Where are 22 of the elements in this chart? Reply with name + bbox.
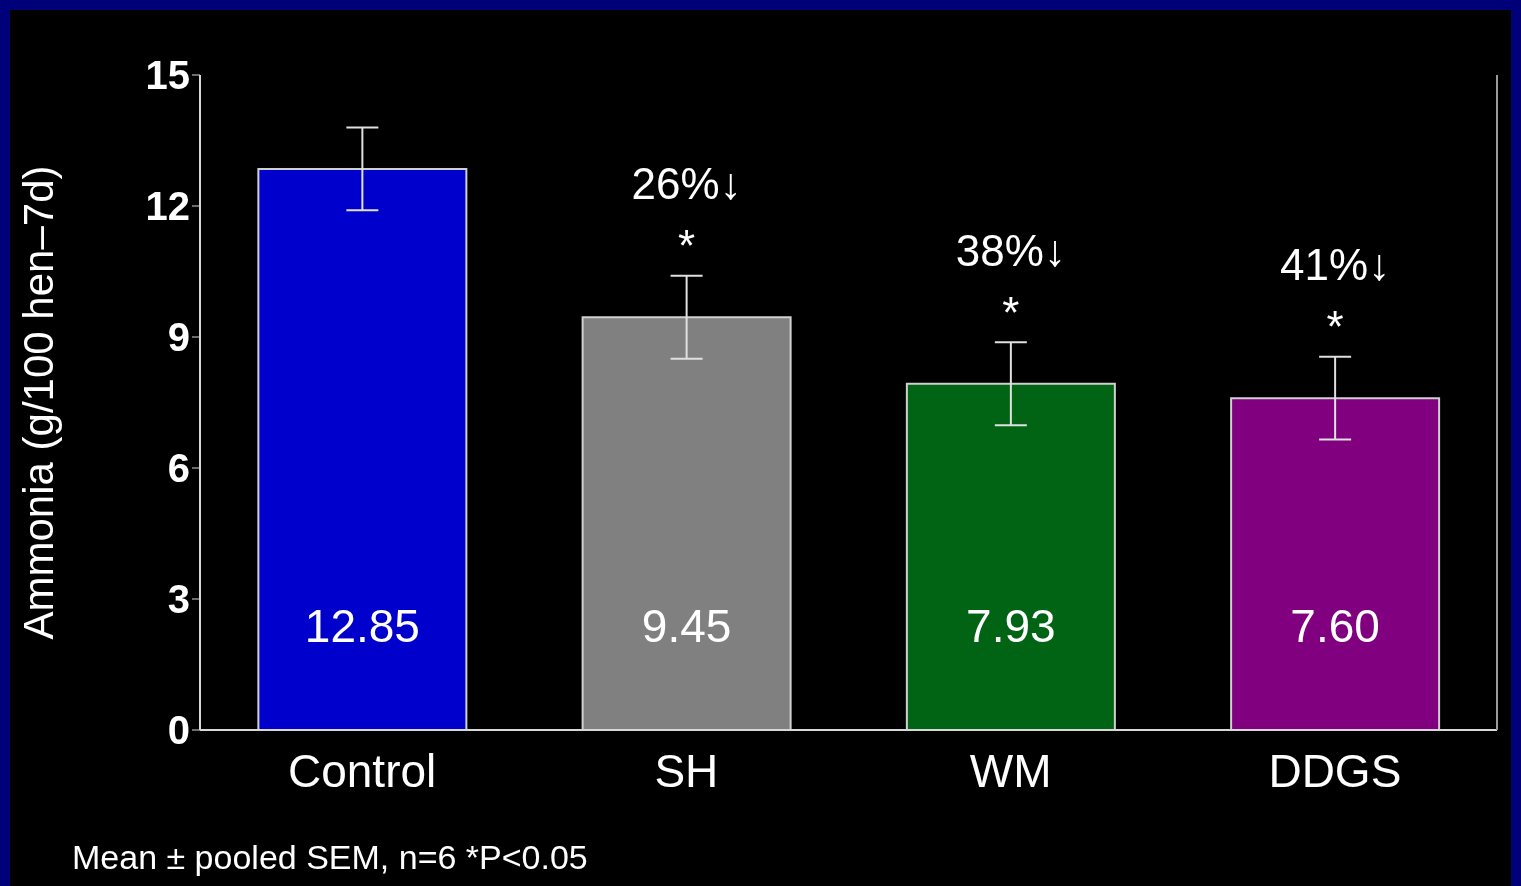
y-axis-title: Ammonia (g/100 hen–7d) [14, 165, 62, 640]
annotation: 41%↓ [1280, 240, 1391, 290]
x-tick-label: WM [969, 744, 1052, 797]
y-tick-label: 0 [167, 708, 190, 753]
data-label: 7.60 [1290, 600, 1380, 652]
data-label: 9.45 [641, 600, 732, 652]
x-tick-label: Control [287, 744, 437, 797]
annotation: * [1326, 302, 1344, 352]
y-tick-label: 12 [145, 184, 190, 229]
annotation: * [678, 221, 696, 271]
x-tick-label: DDGS [1268, 744, 1402, 797]
y-tick-label: 15 [145, 53, 190, 98]
data-label: 12.85 [304, 600, 420, 652]
annotation: 38%↓ [955, 225, 1066, 275]
text: Mean ± pooled SEM, n=6 *P<0.05 [72, 838, 588, 877]
annotation: * [1002, 287, 1020, 337]
y-tick-label: 9 [167, 315, 190, 360]
x-tick-label: SH [654, 744, 719, 797]
y-tick-label: 3 [167, 577, 190, 622]
y-tick-label: 6 [167, 446, 190, 491]
annotation: 26%↓ [631, 159, 742, 209]
data-label: 7.93 [966, 600, 1056, 652]
